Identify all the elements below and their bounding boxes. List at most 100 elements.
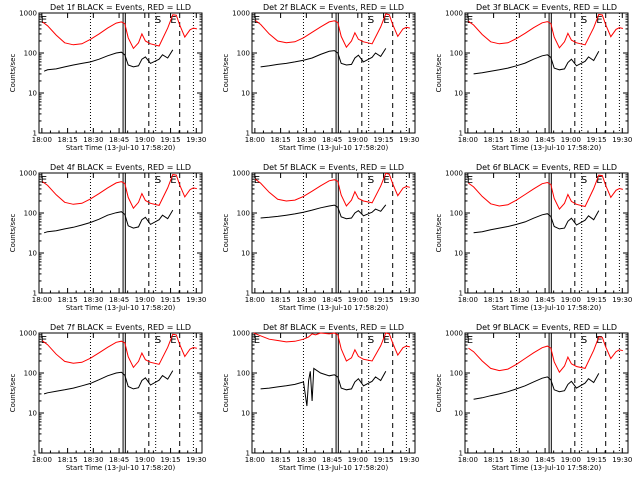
x-tick-label: 19:00 [348,136,368,144]
marker-label: E [596,175,602,186]
y-axis-label: Counts/sec [222,54,230,93]
x-tick-label: 19:15 [160,296,180,304]
y-tick-label: 100 [237,370,250,378]
panel-det-7: Det 7f BLACK = Events, RED = LLD 1 10 100 10… [9,323,206,472]
x-tick-label: 19:15 [373,296,393,304]
y-tick-label: 10 [28,250,37,258]
panel-det-5: Det 5f BLACK = Events, RED = LLD 1 10 100 10… [222,163,419,312]
marker-label: E [596,15,602,26]
x-tick-label: 19:15 [586,296,606,304]
marker-label: S [368,175,374,186]
y-tick-label: 100 [24,370,37,378]
y-tick-label: 10 [454,410,463,418]
y-tick-label: 1 [459,130,463,138]
y-tick-label: 100 [24,210,37,218]
y-tick-label: 1 [33,450,37,458]
x-tick-label: 19:15 [373,456,393,464]
x-tick-label: 18:00 [32,296,52,304]
lld-series-line [42,14,198,50]
x-tick-label: 19:15 [586,136,606,144]
plot-frame [38,12,203,134]
y-tick-label: 1000 [445,10,463,18]
x-tick-label: 19:00 [561,296,581,304]
y-tick-label: 1000 [445,170,463,178]
x-tick-label: 19:00 [348,296,368,304]
x-axis-label: Start Time (13-Jul-10 17:58:20) [66,144,176,152]
lld-series-line [42,333,198,369]
y-tick-label: 10 [454,90,463,98]
events-series-line [43,370,174,395]
plot-frame [464,172,629,294]
y-tick-label: 10 [241,250,250,258]
x-tick-label: 18:45 [535,136,555,144]
y-axis-label: Counts/sec [435,374,443,413]
x-tick-label: 19:00 [135,296,155,304]
marker-label: E [467,175,473,186]
x-tick-label: 19:30 [399,456,419,464]
x-tick-label: 19:30 [612,456,632,464]
y-tick-label: 1000 [232,10,250,18]
y-tick-label: 100 [24,50,37,58]
panel-title: Det 4f BLACK = Events, RED = LLD [50,163,191,172]
y-tick-label: 100 [450,210,463,218]
events-series-line [260,204,387,220]
x-axis-label: Start Time (13-Jul-10 17:58:20) [66,464,176,472]
marker-label: S [155,15,161,26]
x-tick-label: 18:45 [322,136,342,144]
marker-label: E [383,335,389,346]
x-tick-label: 18:45 [322,456,342,464]
x-tick-label: 19:00 [561,456,581,464]
x-tick-label: 18:45 [109,456,129,464]
panel-det-9: Det 9f BLACK = Events, RED = LLD 1 10 100 10… [435,323,632,472]
plot-frame [251,12,416,134]
x-axis-label: Start Time (13-Jul-10 17:58:20) [279,144,389,152]
panel-title: Det 3f BLACK = Events, RED = LLD [476,3,617,12]
x-tick-label: 19:00 [561,136,581,144]
x-tick-label: 19:30 [186,456,206,464]
x-tick-label: 18:00 [32,456,52,464]
marker-label: E [170,15,176,26]
marker-label: E [467,15,473,26]
marker-label: E [383,15,389,26]
x-tick-label: 18:30 [296,136,316,144]
panel-title: Det 8f BLACK = Events, RED = LLD [263,323,404,332]
x-tick-label: 18:00 [245,456,265,464]
x-tick-label: 18:00 [458,296,478,304]
x-tick-label: 19:15 [160,456,180,464]
x-tick-label: 18:15 [271,136,291,144]
marker-label: S [581,15,587,26]
marker-label: E [170,335,176,346]
y-axis-label: Counts/sec [9,374,17,413]
events-series-line [43,209,174,234]
x-axis-label: Start Time (13-Jul-10 17:58:20) [492,144,602,152]
marker-label: S [155,175,161,186]
panel-title: Det 7f BLACK = Events, RED = LLD [50,323,191,332]
y-tick-label: 1000 [232,170,250,178]
marker-label: S [581,175,587,186]
events-series-line [260,48,387,68]
lld-series-line [253,332,411,362]
plot-frame [38,332,203,454]
y-tick-label: 1 [459,290,463,298]
y-axis-label: Counts/sec [435,54,443,93]
x-tick-label: 18:45 [109,296,129,304]
x-axis-label: Start Time (13-Jul-10 17:58:20) [66,304,176,312]
y-axis-label: Counts/sec [435,214,443,253]
y-tick-label: 100 [450,370,463,378]
x-tick-label: 18:15 [484,456,504,464]
marker-label: E [41,175,47,186]
x-tick-label: 19:15 [586,456,606,464]
x-tick-label: 18:30 [296,296,316,304]
marker-label: S [155,335,161,346]
x-tick-label: 18:15 [58,296,78,304]
y-tick-label: 100 [237,50,250,58]
y-tick-label: 10 [28,410,37,418]
y-tick-label: 1 [33,290,37,298]
y-tick-label: 10 [454,250,463,258]
marker-label: E [254,335,260,346]
y-tick-label: 1 [246,450,250,458]
panel-det-2: Det 2f BLACK = Events, RED = LLD 1 10 100 10… [222,3,419,152]
x-tick-label: 18:15 [271,456,291,464]
y-tick-label: 1 [246,290,250,298]
y-tick-label: 1 [459,450,463,458]
